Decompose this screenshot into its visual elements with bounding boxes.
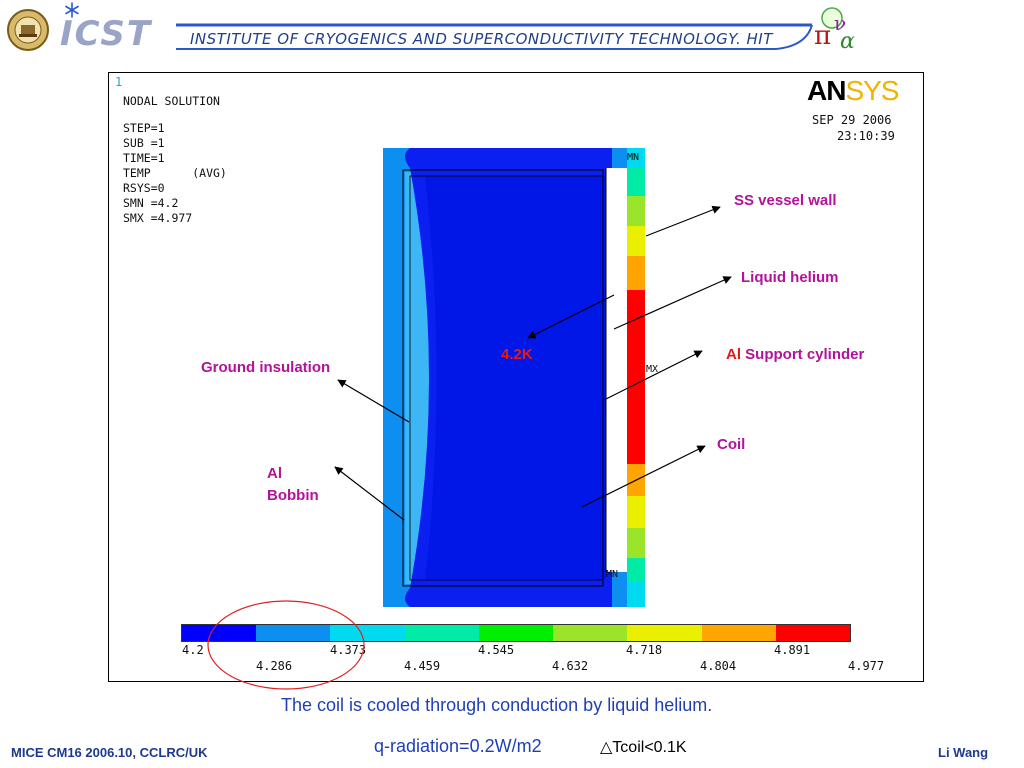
legend-tick-lower-3: 4.632 <box>552 659 589 673</box>
legend-tick-lower-4: 4.804 <box>700 659 737 673</box>
param-temp: TEMP (AVG) <box>123 166 227 180</box>
legend-tick-lower-5: 4.977 <box>848 659 885 673</box>
legend-bar <box>182 625 850 641</box>
label-ground-insulation: Ground insulation <box>201 359 331 376</box>
label-support-cylinder: Al Support cylinder <box>726 346 864 363</box>
param-smn: SMN =4.2 <box>123 196 179 210</box>
legend-tick-upper-1: 4.2 <box>182 643 204 657</box>
legend-color-cell <box>553 625 628 641</box>
vessel-wall-band-10 <box>627 558 645 582</box>
legend-tick-upper-3: 4.545 <box>478 643 515 657</box>
vessel-wall-band-5 <box>627 256 645 290</box>
vessel-wall-band-11 <box>627 582 645 607</box>
param-smx: SMX =4.977 <box>123 211 193 225</box>
mn-marker-bottom: MN <box>606 569 619 580</box>
vessel-wall-band-3 <box>627 196 645 226</box>
label-4-2k: 4.2K <box>501 346 533 363</box>
liquid-helium-gap <box>606 168 627 572</box>
label-support-cylinder-text: Support cylinder <box>741 346 865 363</box>
svg-text:ν: ν <box>834 11 846 35</box>
svg-text:π: π <box>814 21 831 51</box>
icst-logo: ICST <box>60 14 153 54</box>
legend-tick-lower-2: 4.459 <box>404 659 441 673</box>
solution-params: STEP=1 SUB =1 TIME=1 TEMP (AVG) RSYS=0 S… <box>123 121 227 226</box>
caption: The coil is cooled through conduction by… <box>281 695 713 715</box>
footer-right: Li Wang <box>938 745 989 760</box>
legend-tick-upper-5: 4.891 <box>774 643 811 657</box>
label-al-prefix: Al <box>726 346 741 363</box>
ansys-logo-an: AN <box>807 75 846 106</box>
legend-color-cell <box>404 625 479 641</box>
highlight-ellipse <box>207 600 365 690</box>
arrow-ss-vessel-wall <box>645 205 721 237</box>
vessel-wall-band-9 <box>627 528 645 558</box>
label-coil: Coil <box>717 436 746 453</box>
institute-banner: INSTITUTE OF CRYOGENICS AND SUPERCONDUCT… <box>190 30 773 48</box>
color-legend <box>181 624 851 642</box>
vessel-wall-band-4 <box>627 226 645 256</box>
mn-marker-top: MN <box>627 152 640 163</box>
coil-outline <box>409 175 604 581</box>
ansys-logo-sys: SYS <box>845 75 899 106</box>
legend-color-cell <box>701 625 776 641</box>
vessel-wall-band-1 <box>627 148 645 168</box>
legend-color-cell <box>330 625 405 641</box>
plot-date: SEP 29 2006 <box>812 113 892 127</box>
legend-color-cell <box>478 625 554 641</box>
vessel-wall-band-2 <box>627 168 645 196</box>
snowflake-icon <box>65 2 79 18</box>
physics-logo-icon: π ν α <box>814 7 855 54</box>
label-al-bobbin-line1: Al <box>267 465 282 482</box>
plot-time: 23:10:39 <box>837 129 895 143</box>
ansys-logo: ANSYS <box>807 75 899 107</box>
label-liquid-helium: Liquid helium <box>741 269 839 286</box>
legend-color-cell <box>775 625 850 641</box>
footer-left: MICE CM16 2006.10, CCLRC/UK <box>11 745 208 760</box>
legend-tick-lower-1: 4.286 <box>256 659 293 673</box>
param-sub: SUB =1 <box>123 136 165 150</box>
arrow-ground-insulation <box>337 379 410 423</box>
label-ss-vessel-wall: SS vessel wall <box>734 192 837 209</box>
mx-marker: MX <box>646 364 659 375</box>
formula-q-radiation: q-radiation=0.2W/m2 <box>374 736 542 756</box>
param-step: STEP=1 <box>123 121 165 135</box>
arrow-al-bobbin <box>334 466 405 521</box>
legend-color-cell <box>182 625 257 641</box>
header: ICST INSTITUTE OF CRYOGENICS AND SUPERCO… <box>0 0 1024 62</box>
vessel-wall-band-8 <box>627 496 645 528</box>
label-al-bobbin-line2: Bobbin <box>267 487 319 504</box>
legend-color-cell <box>627 625 702 641</box>
arrow-support-cylinder <box>603 350 703 401</box>
nodal-solution-title: NODAL SOLUTION <box>123 94 220 108</box>
param-rsys: RSYS=0 <box>123 181 165 195</box>
arrow-liquid-helium-left <box>527 294 615 339</box>
svg-text:α: α <box>840 29 855 54</box>
coil-core <box>425 176 606 580</box>
legend-color-cell <box>256 625 331 641</box>
param-time: TIME=1 <box>123 151 165 165</box>
arrow-liquid-helium-right <box>613 276 732 330</box>
vessel-wall-band-6 <box>627 290 645 464</box>
cyan-gradient-region <box>405 172 429 584</box>
arrow-coil <box>581 445 706 508</box>
university-emblem-icon <box>7 9 49 51</box>
formula-delta-t: △Tcoil<0.1K <box>600 739 687 756</box>
legend-tick-upper-4: 4.718 <box>626 643 663 657</box>
window-number: 1 <box>115 75 123 89</box>
banner-swoosh <box>176 23 813 50</box>
legend-tick-upper-2: 4.373 <box>330 643 367 657</box>
